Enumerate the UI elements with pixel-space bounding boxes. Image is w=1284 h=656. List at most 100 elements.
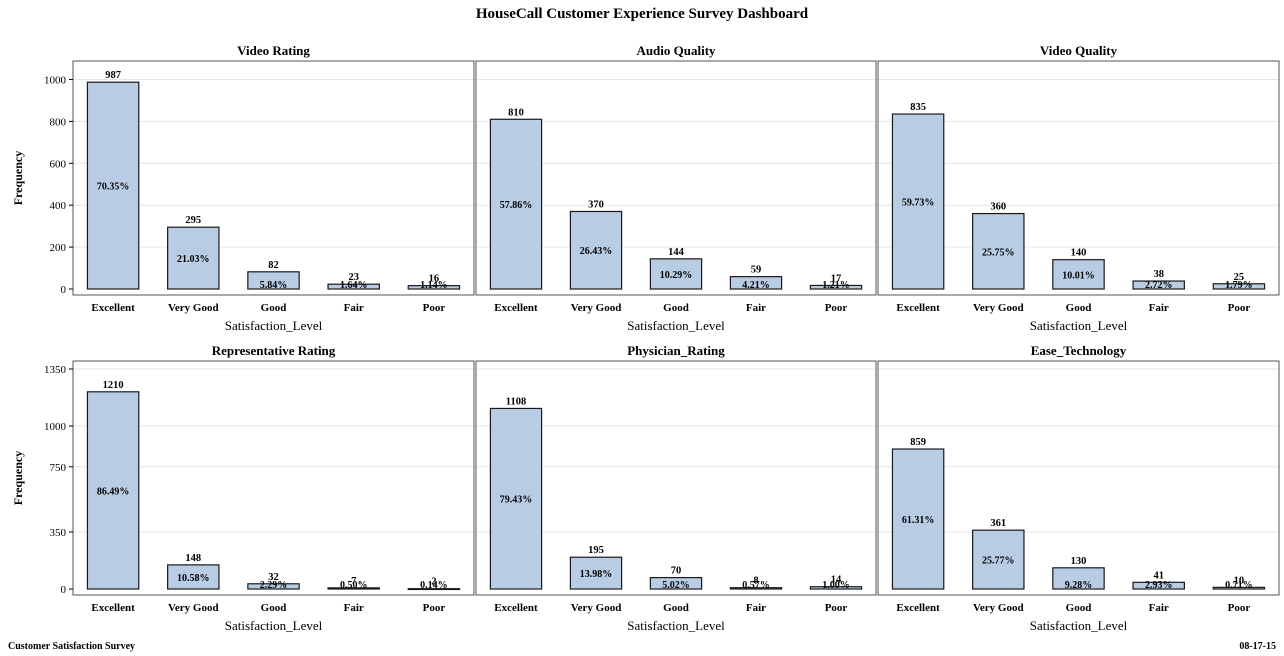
ease-technology-count-label-0: 859: [910, 437, 926, 448]
representative-rating-percent-label-0: 86.49%: [97, 486, 130, 497]
video-quality-count-label-0: 835: [910, 102, 926, 113]
video-quality-percent-label-2: 10.01%: [1062, 270, 1095, 281]
ease-technology-xtick-label-2: Good: [1066, 602, 1092, 614]
representative-rating-percent-label-1: 10.58%: [177, 573, 210, 584]
video-rating-xtick-label-1: Very Good: [168, 302, 219, 314]
video-quality-percent-label-0: 59.73%: [902, 198, 935, 209]
ease-technology-xtick-label-1: Very Good: [973, 602, 1024, 614]
video-rating-xtick-label-0: Excellent: [91, 302, 135, 314]
footer-date: 08-17-15: [1239, 641, 1276, 652]
audio-quality-panel-title: Audio Quality: [636, 43, 716, 58]
representative-rating-xtick-label-0: Excellent: [91, 602, 135, 614]
physician-rating-xlabel: Satisfaction_Level: [627, 618, 725, 633]
audio-quality-percent-label-4: 1.21%: [822, 280, 850, 291]
ease-technology-count-label-2: 130: [1071, 556, 1087, 567]
representative-rating-ytick-label-3: 1000: [44, 421, 67, 433]
video-rating-percent-label-2: 5.84%: [260, 280, 288, 291]
audio-quality-count-label-0: 810: [508, 107, 524, 118]
ease-technology-count-label-1: 361: [990, 518, 1006, 529]
video-rating-percent-label-3: 1.64%: [340, 280, 368, 291]
physician-rating-count-label-0: 1108: [506, 396, 526, 407]
video-rating-ytick-label-3: 600: [50, 158, 67, 170]
representative-rating-ytick-label-1: 350: [50, 527, 67, 539]
ease-technology-percent-label-3: 2.93%: [1145, 580, 1173, 591]
audio-quality-xtick-label-1: Very Good: [571, 302, 622, 314]
video-rating-percent-label-1: 21.03%: [177, 254, 210, 265]
representative-rating-xlabel: Satisfaction_Level: [225, 618, 323, 633]
representative-rating-xtick-label-2: Good: [261, 602, 287, 614]
video-quality-xtick-label-2: Good: [1066, 302, 1092, 314]
physician-rating-xtick-label-3: Fair: [746, 602, 766, 614]
representative-rating-xtick-label-4: Poor: [423, 602, 446, 614]
physician-rating-panel-title: Physician_Rating: [627, 343, 725, 358]
physician-rating-count-label-2: 70: [671, 566, 682, 577]
physician-rating-count-label-1: 195: [588, 545, 604, 556]
physician-rating-xtick-label-2: Good: [663, 602, 689, 614]
audio-quality-xlabel: Satisfaction_Level: [627, 318, 725, 333]
video-rating-count-label-2: 82: [268, 260, 279, 271]
video-quality-percent-label-1: 25.75%: [982, 247, 1015, 258]
physician-rating-xtick-label-4: Poor: [825, 602, 848, 614]
ease-technology-percent-label-4: 0.71%: [1225, 580, 1253, 591]
representative-rating-ylabel: Frequency: [11, 451, 25, 505]
video-quality-count-label-3: 38: [1153, 269, 1164, 280]
ease-technology-xtick-label-4: Poor: [1228, 602, 1251, 614]
representative-rating-ytick-label-2: 750: [50, 462, 67, 474]
video-rating-xtick-label-4: Poor: [423, 302, 446, 314]
representative-rating-percent-label-4: 0.14%: [420, 580, 448, 591]
video-rating-ytick-label-4: 800: [50, 116, 67, 128]
video-rating-ylabel: Frequency: [11, 151, 25, 205]
ease-technology-xtick-label-0: Excellent: [896, 602, 940, 614]
video-rating-ytick-label-5: 1000: [44, 74, 67, 86]
representative-rating-count-label-1: 148: [185, 553, 201, 564]
physician-rating-percent-label-4: 1.00%: [822, 580, 850, 591]
video-quality-xlabel: Satisfaction_Level: [1030, 318, 1128, 333]
video-rating-percent-label-4: 1.14%: [420, 280, 448, 291]
representative-rating-panel-title: Representative Rating: [212, 343, 336, 358]
audio-quality-xtick-label-3: Fair: [746, 302, 766, 314]
video-rating-count-label-0: 987: [105, 70, 121, 81]
audio-quality-count-label-2: 144: [668, 247, 685, 258]
audio-quality-xtick-label-0: Excellent: [494, 302, 538, 314]
physician-rating-percent-label-2: 5.02%: [662, 580, 690, 591]
video-quality-xtick-label-0: Excellent: [896, 302, 940, 314]
ease-technology-xlabel: Satisfaction_Level: [1030, 618, 1128, 633]
physician-rating-percent-label-1: 13.98%: [580, 569, 613, 580]
video-quality-xtick-label-3: Fair: [1149, 302, 1169, 314]
video-rating-xtick-label-3: Fair: [344, 302, 364, 314]
ease-technology-percent-label-1: 25.77%: [982, 556, 1015, 567]
physician-rating-xtick-label-1: Very Good: [571, 602, 622, 614]
video-rating-percent-label-0: 70.35%: [97, 182, 130, 193]
representative-rating-ytick-label-4: 1350: [44, 364, 67, 376]
audio-quality-count-label-3: 59: [751, 265, 762, 276]
ease-technology-percent-label-0: 61.31%: [902, 515, 935, 526]
video-rating-count-label-1: 295: [185, 215, 201, 226]
ease-technology-xtick-label-3: Fair: [1149, 602, 1169, 614]
representative-rating-ytick-label-0: 0: [61, 584, 67, 596]
video-rating-ytick-label-2: 400: [50, 200, 67, 212]
audio-quality-count-label-1: 370: [588, 199, 604, 210]
video-quality-count-label-1: 360: [990, 202, 1006, 213]
ease-technology-percent-label-2: 9.28%: [1065, 580, 1093, 591]
video-quality-percent-label-3: 2.72%: [1145, 280, 1173, 291]
audio-quality-xtick-label-4: Poor: [825, 302, 848, 314]
representative-rating-percent-label-3: 0.50%: [340, 580, 368, 591]
video-rating-xtick-label-2: Good: [261, 302, 287, 314]
video-rating-ytick-label-1: 200: [50, 242, 67, 254]
representative-rating-percent-label-2: 2.29%: [260, 580, 288, 591]
video-quality-count-label-2: 140: [1071, 248, 1087, 259]
video-quality-panel-title: Video Quality: [1040, 43, 1118, 58]
ease-technology-panel-title: Ease_Technology: [1031, 343, 1127, 358]
video-quality-xtick-label-1: Very Good: [973, 302, 1024, 314]
footer-survey-name: Customer Satisfaction Survey: [8, 641, 135, 652]
audio-quality-percent-label-2: 10.29%: [660, 270, 693, 281]
representative-rating-xtick-label-3: Fair: [344, 602, 364, 614]
representative-rating-xtick-label-1: Very Good: [168, 602, 219, 614]
video-rating-xlabel: Satisfaction_Level: [225, 318, 323, 333]
video-quality-xtick-label-4: Poor: [1228, 302, 1251, 314]
video-quality-percent-label-4: 1.79%: [1225, 280, 1253, 291]
physician-rating-xtick-label-0: Excellent: [494, 602, 538, 614]
audio-quality-percent-label-1: 26.43%: [580, 246, 613, 257]
representative-rating-count-label-0: 1210: [103, 380, 124, 391]
